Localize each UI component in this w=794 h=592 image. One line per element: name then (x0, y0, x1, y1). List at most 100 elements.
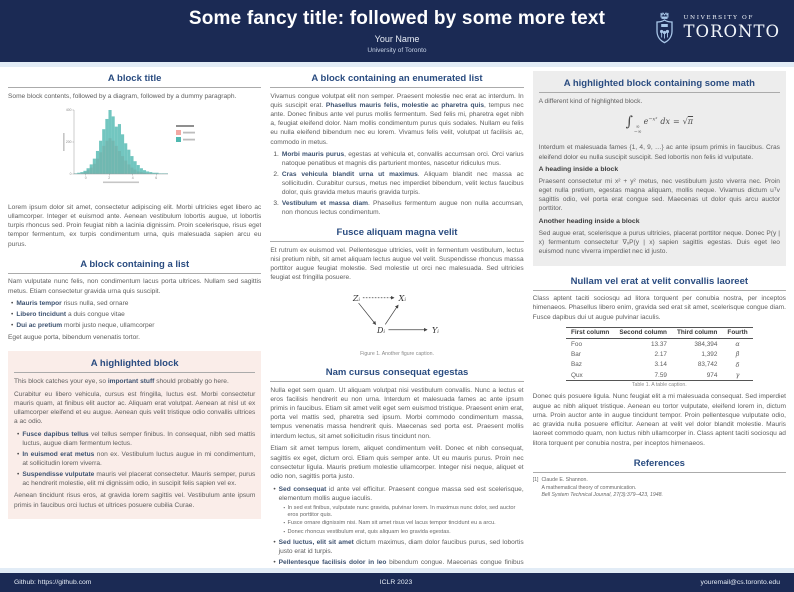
poster-footer: Github: https://github.com ICLR 2023 you… (0, 573, 794, 592)
list-item-lead: Vestibulum et massa diam (281, 199, 369, 207)
enum-item: 2. Cras vehicula blandit urna ut maximus.… (273, 170, 523, 197)
svg-text:200: 200 (65, 140, 71, 144)
paragraph: Class aptent taciti sociosqu ad litora t… (532, 295, 786, 321)
reference-title: A mathematical theory of communication. (541, 484, 637, 491)
paragraph: Donec quis posuere ligula. Nunc feugiat … (532, 393, 786, 447)
list-item: Sed luctus, elit sit amet dictum maximus… (273, 538, 524, 556)
histogram-plot: 0 200 400 0 2 4 6 (56, 104, 214, 199)
enum-number: 3. (273, 199, 279, 207)
uoft-crest-icon (655, 12, 673, 44)
sub-item-text: Donec rhoncus vestibulum erat, quis aliq… (287, 528, 451, 535)
paragraph: Nam vulputate nunc felis, non condimentu… (8, 278, 262, 295)
block-fusce-aliquam: Fusce aliquam magna velit Et rutrum ex e… (270, 225, 524, 357)
list-item: Dui ac pretium morbi justo neque, ullamc… (11, 321, 261, 330)
table-cell: Qux (565, 370, 615, 382)
formula-exponent: −x² (648, 116, 658, 123)
list-item-lead: Cras vehicula blandit urna ut maximus (281, 171, 418, 179)
paragraph: Praesent consectetur mi x² + y² metus, n… (538, 177, 780, 213)
svg-text:6: 6 (155, 176, 157, 180)
enum-item: 3. Vestibulum et massa diam. Phasellus fe… (273, 199, 523, 217)
sub-list-item: Donec rhoncus vestibulum erat, quis aliq… (283, 529, 523, 537)
math-formula: ∫ ∞ −∞ e−x² dx = √π (539, 114, 780, 136)
poster-body: A block title Some block contents, follo… (0, 67, 794, 568)
poster-title: Some fancy title: followed by some more … (188, 8, 606, 29)
paragraph: Et rutrum ex euismod vel. Pellentesque u… (270, 246, 524, 282)
paragraph-text: Vivamus congue volutpat elit non semper.… (270, 92, 524, 109)
block-title: Nullam vel erat at velit convallis laore… (532, 274, 786, 291)
table-cell: 7.59 (614, 370, 672, 382)
list-item-text: . Phasellus fermentum augue non nulla ac… (281, 199, 524, 217)
svg-text:0: 0 (69, 172, 71, 176)
list-item-lead: Libero tincidunt (16, 310, 67, 318)
inner-heading: Another heading inside a block (538, 218, 640, 226)
list-item-lead: Fusce dapibus tellus (22, 431, 89, 439)
table-cell: 974 (671, 370, 723, 382)
list-item-lead: Dui ac pretium (16, 321, 63, 329)
inner-heading: A heading inside a block (538, 166, 619, 174)
table-cell: Bar (570, 350, 581, 358)
column-middle: A block containing an enumerated list Vi… (270, 69, 524, 568)
list-item-text: bibendum congue. Maecenas congue finibus… (279, 558, 524, 568)
paragraph: A different kind of highlighted block. (538, 97, 643, 105)
sub-bullet-marker (283, 505, 285, 520)
dag-node-d: Dᵢ (376, 326, 385, 335)
header-titles: Some fancy title: followed by some more … (0, 0, 794, 54)
paragraph: Etiam sit amet tempus lorem, aliquet con… (270, 445, 524, 480)
block-title: Fusce aliquam magna velit (270, 225, 524, 243)
bullet-marker (11, 310, 13, 319)
block-enumerated-list: A block containing an enumerated list Vi… (270, 71, 524, 217)
sub-bullet-marker (283, 529, 285, 537)
list-item-text: a duis congue vitae (66, 310, 125, 318)
block-title: A highlighted block (14, 351, 256, 374)
footer-github: Github: https://github.com (14, 579, 92, 586)
table-header-cell: Fourth (722, 326, 753, 339)
list-item-text: , egestas at vehicula et, convallis accu… (281, 151, 524, 168)
list-item: Libero tincidunt a duis congue vitae (11, 310, 261, 319)
paragraph-text: should probably go here. (154, 377, 229, 385)
list-item-text: . Aliquam blandit nec massa ac sollicitu… (281, 171, 524, 197)
bullet-marker (11, 321, 13, 330)
block-title: Nam cursus consequat egestas (270, 365, 524, 383)
paragraph: Sed augue erat, scelerisque a purus ultr… (538, 229, 780, 256)
dag-node-y: Yᵢ (432, 326, 439, 335)
table-cell: α (735, 340, 740, 349)
paragraph: Nulla eget sem quam. Ut aliquam volutpat… (270, 386, 524, 440)
causal-diagram: Zᵢ Xᵢ Dᵢ Yᵢ (352, 294, 439, 335)
bullet-marker (273, 538, 275, 556)
formula-base: e (643, 116, 649, 126)
table-row: Bar 2.17 1,392 β (566, 349, 753, 359)
table-cell: δ (735, 360, 740, 369)
paragraph-bold: important stuff (107, 377, 155, 385)
list-item: Pellentesque facilisis dolor in leo bibe… (273, 558, 524, 568)
table-row: Baz 3.14 83,742 δ (566, 360, 753, 370)
bullet-marker (11, 299, 13, 308)
integral-lower-limit: −∞ (633, 130, 642, 135)
dag-node-x: Xᵢ (398, 294, 407, 303)
svg-text:400: 400 (65, 108, 71, 112)
table-cell: Baz (570, 361, 582, 369)
integral-upper-limit: ∞ (635, 124, 640, 130)
dag-figure: Zᵢ Xᵢ Dᵢ Yᵢ (270, 286, 523, 350)
enum-number: 2. (273, 171, 279, 179)
block-a-block-title: A block title Some block contents, follo… (8, 71, 262, 249)
data-table: First column Second column Third column … (565, 326, 753, 382)
bullet-marker (17, 470, 19, 488)
block-references: References [1] Claude E. Shannon. A math… (532, 456, 786, 500)
list-item: Fusce dapibus tellus vel tellus semper f… (17, 430, 255, 448)
footer-conference: ICLR 2023 (379, 579, 413, 586)
institution-name: University of Toronto (367, 47, 427, 54)
enum-item: 1. Morbi mauris purus, egestas at vehicul… (273, 150, 523, 168)
block-nam-cursus: Nam cursus consequat egestas Nulla eget … (270, 365, 524, 568)
list-item: In euismod erat metus non ex. Vestibulum… (17, 450, 255, 468)
paragraph: Vivamus congue volutpat elit non semper.… (270, 92, 523, 147)
histogram-figure: 0 200 400 0 2 4 6 (8, 104, 261, 199)
list-item-text: risus nulla, sed ornare (61, 300, 129, 308)
paragraph-text: This block catches your eye, so (14, 377, 108, 385)
logo-wordmark: UNIVERSITY OF TORONTO (684, 15, 780, 40)
reference-list: [1] Claude E. Shannon. A mathematical th… (533, 477, 786, 500)
radical-sign: √ (682, 116, 688, 126)
formula-differential: dx (660, 116, 670, 126)
table-cell: 1,392 (701, 350, 718, 358)
bullet-marker (17, 430, 19, 448)
